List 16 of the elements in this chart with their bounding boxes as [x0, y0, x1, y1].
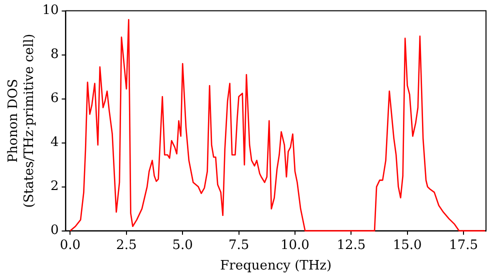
y-tick-label: 0 — [50, 223, 59, 238]
y-tick-label: 6 — [50, 91, 59, 106]
x-tick-label: 0.0 — [60, 238, 81, 253]
x-axis-title: Frequency (THz) — [220, 258, 332, 274]
y-tick-label: 4 — [50, 135, 59, 150]
x-tick-label: 7.5 — [228, 238, 250, 253]
x-tick-label: 12.5 — [336, 238, 366, 253]
y-tick-label: 8 — [50, 47, 59, 62]
x-tick-label: 10.0 — [280, 238, 310, 253]
y-axis-title: Phonon DOS (States/THz·primitive cell) — [6, 34, 37, 208]
y-tick-label: 2 — [50, 179, 59, 194]
x-tick-label: 17.5 — [449, 238, 478, 253]
x-tick-label: 2.5 — [116, 238, 137, 253]
y-tick-label: 10 — [42, 3, 59, 18]
x-tick-label: 15.0 — [392, 238, 422, 253]
x-tick-label: 5.0 — [172, 238, 193, 253]
